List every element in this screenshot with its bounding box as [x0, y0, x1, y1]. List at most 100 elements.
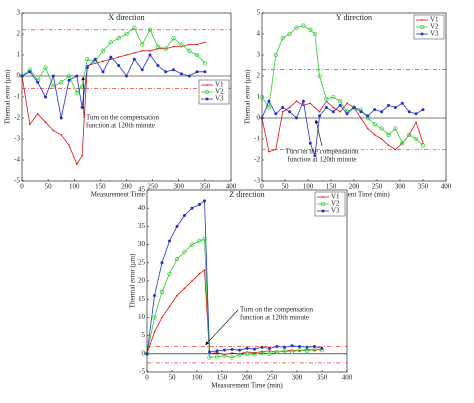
data-point: [152, 315, 157, 320]
legend-label: V2: [215, 88, 224, 96]
data-point: [59, 80, 64, 85]
data-point: [393, 106, 397, 109]
data-point: [283, 345, 286, 349]
data-point: [187, 74, 191, 78]
data-point: [203, 70, 207, 74]
data-point: [386, 132, 391, 137]
data-point: [86, 64, 89, 67]
y-tick-label: 35: [138, 222, 146, 230]
y-tick-label: 1: [17, 51, 21, 59]
legend-label: V2: [430, 23, 439, 31]
annotation: function at 120th minute: [86, 122, 155, 130]
data-point: [155, 44, 161, 49]
data-point: [29, 123, 31, 126]
legend-marker: [206, 84, 208, 86]
x-tick-label: 150: [326, 183, 337, 191]
data-point: [117, 64, 121, 67]
plot-area: [146, 189, 348, 373]
x-tick-label: 100: [192, 374, 203, 382]
data-point: [331, 110, 335, 114]
y-tick-label: -4: [14, 156, 20, 164]
data-point: [259, 350, 265, 355]
data-point: [309, 102, 312, 105]
data-point: [68, 144, 70, 147]
x-tick-label: 350: [418, 183, 429, 191]
data-point: [116, 36, 121, 41]
data-point: [380, 110, 384, 114]
x-tick-label: 200: [121, 183, 132, 191]
data-point: [414, 112, 418, 116]
y-tick-label: 30: [138, 240, 146, 248]
data-point: [332, 106, 335, 109]
data-point: [288, 106, 291, 109]
data-point: [274, 349, 280, 355]
annotation: function at 120th minute: [240, 314, 309, 322]
chart-title: X direction: [108, 13, 144, 22]
legend-label: V2: [331, 200, 340, 208]
data-point: [273, 52, 278, 58]
y-tick-label: -2: [14, 114, 20, 122]
data-point: [260, 116, 264, 120]
data-point: [238, 348, 241, 352]
legend-label: V3: [430, 30, 439, 38]
data-point: [297, 348, 302, 353]
y-tick-label: 45: [138, 186, 146, 194]
data-point: [338, 99, 343, 104]
data-point: [387, 103, 390, 107]
legend-marker: [204, 89, 210, 95]
data-point: [190, 206, 194, 210]
data-point: [93, 57, 97, 61]
data-point: [203, 269, 206, 271]
data-point: [75, 74, 79, 78]
data-point: [259, 94, 265, 100]
data-point: [85, 66, 89, 70]
y-tick-label: 2: [17, 30, 21, 38]
data-point: [223, 348, 226, 352]
data-point: [308, 141, 312, 145]
y-tick-label: 3: [17, 9, 21, 17]
data-point: [172, 45, 175, 48]
data-point: [156, 64, 160, 67]
x-tick-label: 0: [260, 183, 264, 191]
data-point: [172, 68, 176, 72]
annotation: function at 120th minute: [287, 156, 356, 164]
data-point: [176, 294, 178, 297]
data-point: [171, 36, 176, 41]
x-axis-label: Measurement Time (min): [318, 191, 390, 199]
chart-title: Z direction: [229, 190, 264, 199]
data-point: [260, 345, 264, 349]
y-tick-label: -2: [254, 156, 260, 164]
x-tick-label: 300: [395, 183, 406, 191]
y-tick-label: -3: [14, 135, 20, 143]
data-point: [253, 347, 256, 351]
data-point: [324, 106, 328, 109]
data-point: [164, 70, 168, 74]
data-point: [282, 348, 287, 354]
data-point: [102, 60, 104, 63]
legend-marker: [420, 32, 424, 36]
data-point: [387, 144, 390, 147]
data-point: [20, 74, 24, 78]
y-tick-label: 0: [17, 72, 21, 80]
data-point: [132, 25, 137, 30]
y-tick-label: -5: [14, 177, 20, 185]
data-point: [289, 349, 295, 355]
legend-marker: [321, 209, 325, 213]
data-point: [380, 138, 383, 140]
data-point: [44, 121, 47, 123]
series-line: [261, 25, 424, 146]
data-point: [191, 280, 193, 282]
chart-title: Y direction: [336, 13, 372, 22]
data-point: [244, 351, 250, 356]
x-tick-label: 250: [147, 183, 158, 191]
x-tick-label: 50: [282, 183, 290, 191]
legend-marker: [322, 196, 324, 198]
x-tick-label: 300: [174, 183, 185, 191]
x-tick-label: 100: [69, 183, 80, 191]
data-point: [188, 43, 190, 46]
data-point: [281, 106, 285, 109]
x-tick-label: 200: [349, 183, 360, 191]
data-point: [19, 73, 25, 79]
x-tick-label: 350: [317, 374, 328, 382]
data-point: [183, 213, 186, 217]
